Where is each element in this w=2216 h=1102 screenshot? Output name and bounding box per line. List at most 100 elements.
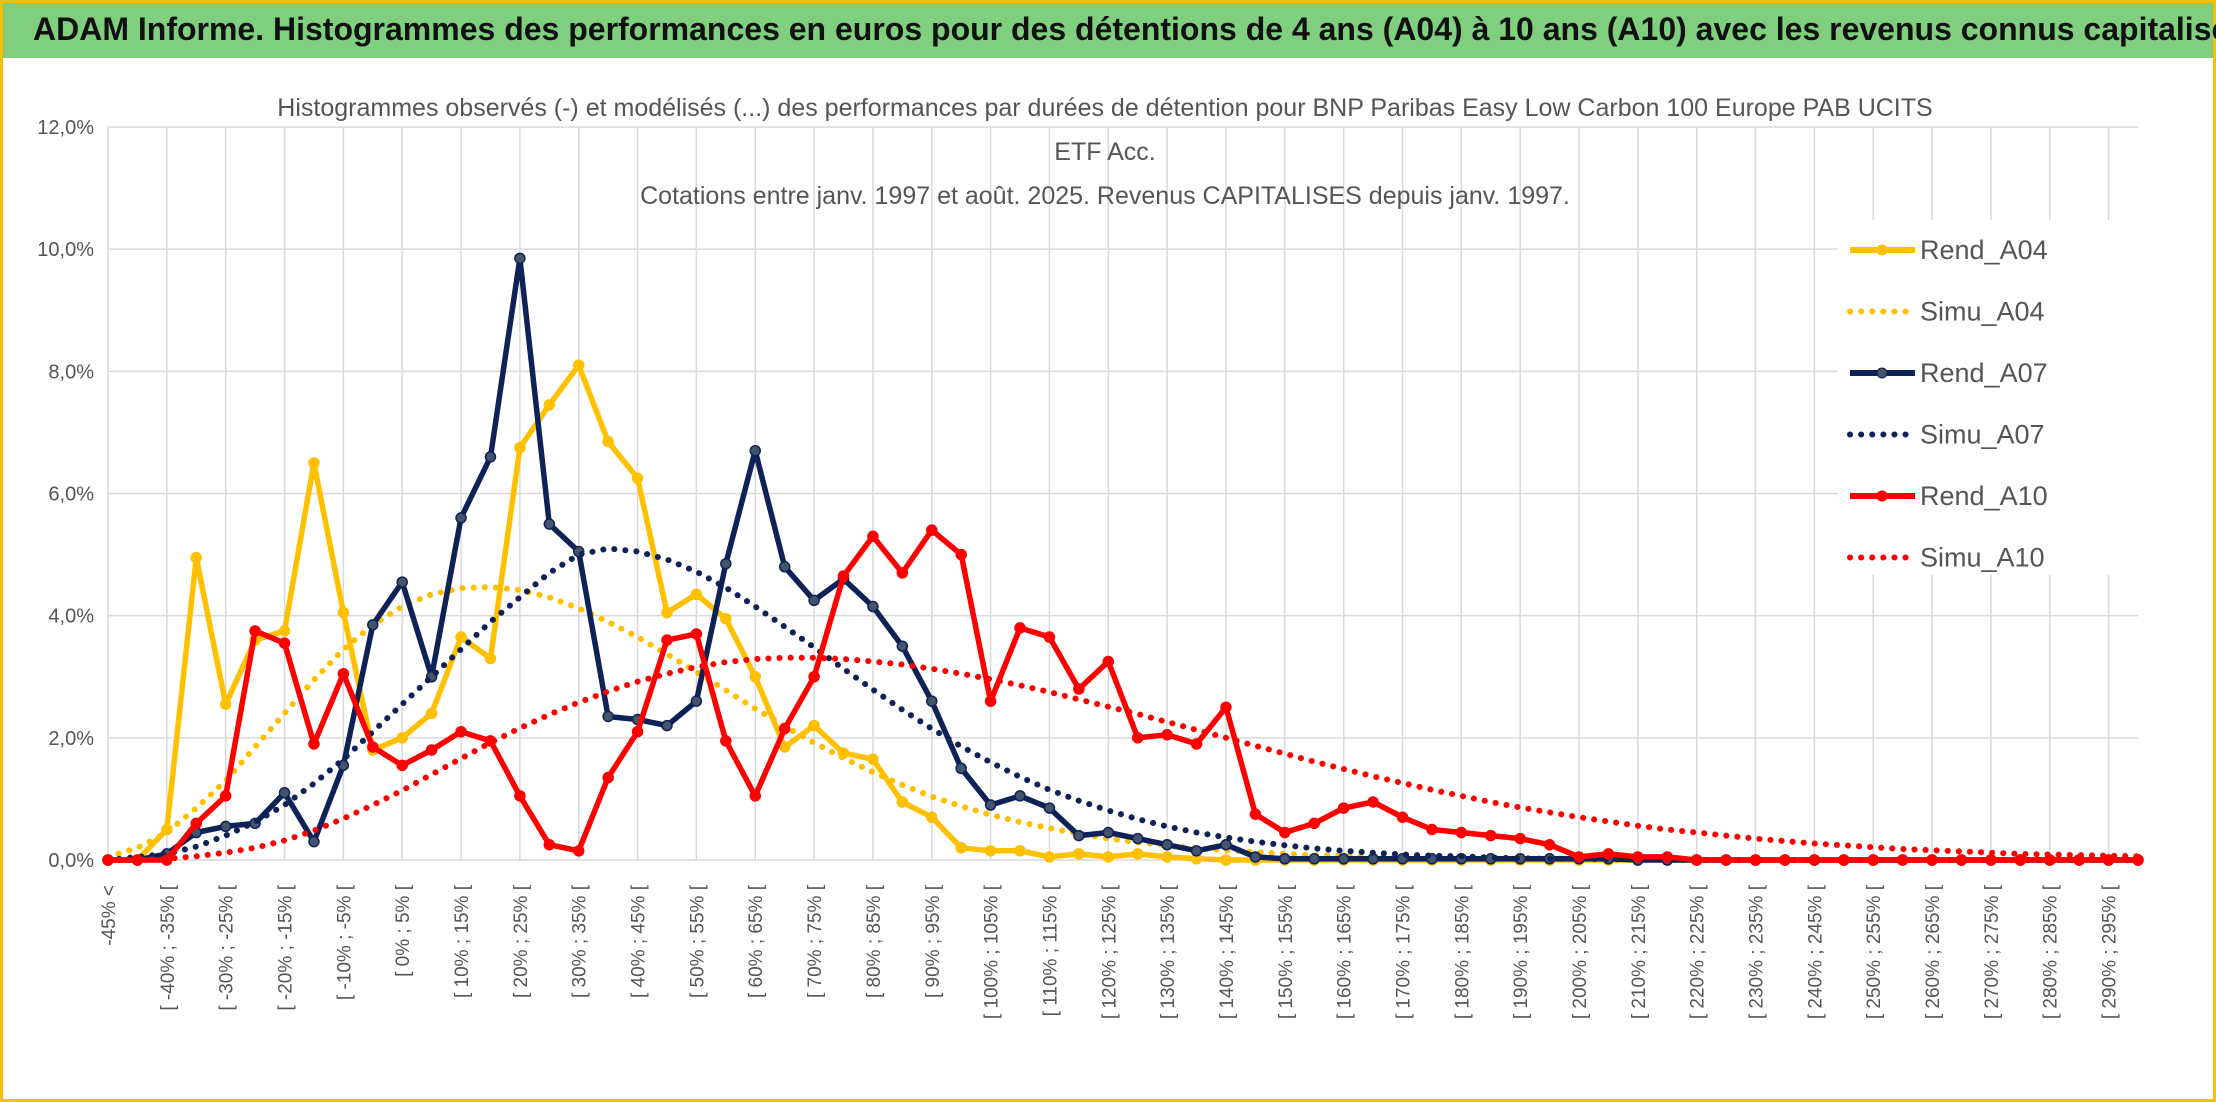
x-tick-label: [ 50% ; 55% [ (687, 884, 708, 998)
data-point (1808, 854, 1821, 866)
data-point (720, 612, 732, 625)
data-point (661, 719, 673, 732)
data-point (1102, 655, 1115, 668)
data-point (514, 252, 526, 265)
data-point (1308, 853, 1320, 865)
data-point (1485, 829, 1497, 842)
data-point (1073, 848, 1085, 860)
y-tick-label: 10,0% (37, 239, 94, 261)
data-point (749, 671, 761, 683)
series-line (105, 545, 2141, 863)
x-tick-label: [ 20% ; 25% [ (511, 884, 532, 998)
data-point (984, 799, 997, 811)
legend-item: Rend_A10 (1850, 481, 2048, 511)
data-point (1043, 851, 1056, 863)
data-point (514, 790, 526, 802)
data-point (749, 444, 761, 457)
data-point (631, 472, 644, 484)
data-point (2014, 854, 2027, 866)
data-point (867, 753, 879, 765)
report-banner: ADAM Informe. Histogrammes des performan… (3, 3, 2216, 58)
data-point (955, 842, 967, 854)
x-tick-label: [ -30% ; -25% [ (217, 884, 238, 1010)
x-tick-label: [ 260% ; 265% [ (1923, 884, 1944, 1019)
data-point (1367, 796, 1379, 808)
data-point (1308, 817, 1320, 830)
data-point (631, 725, 644, 738)
data-point (367, 741, 379, 753)
series-rend-a07 (102, 252, 2144, 866)
series-line (105, 654, 2141, 863)
x-tick-label: [ 80% ; 85% [ (864, 884, 885, 998)
data-point (219, 698, 232, 710)
chart-title-line-2: ETF Acc. (1054, 138, 1155, 166)
data-point (1396, 811, 1409, 823)
series-line (105, 584, 2141, 863)
legend-item: Rend_A04 (1850, 235, 2048, 265)
x-tick-label: [ 10% ; 15% [ (452, 884, 473, 998)
data-point (1249, 808, 1262, 820)
data-point (926, 524, 938, 536)
legend-marker (1876, 367, 1888, 379)
chart-title-line-3: Cotations entre janv. 1997 et août. 2025… (640, 182, 1570, 210)
x-tick-label: [ 220% ; 225% [ (1688, 884, 1709, 1019)
data-point (425, 744, 438, 756)
x-tick-label: [ 290% ; 295% [ (2100, 884, 2121, 1019)
legend-label: Simu_A10 (1920, 543, 2045, 573)
data-point (455, 725, 467, 738)
x-tick-label: [ 160% ; 165% [ (1335, 884, 1356, 1019)
data-point (602, 435, 614, 448)
data-point (1867, 854, 1879, 866)
x-tick-label: [ 190% ; 195% [ (1511, 884, 1532, 1019)
data-point (1102, 851, 1115, 863)
x-tick-label: -45% < (99, 885, 120, 946)
data-point (1043, 802, 1056, 814)
x-tick-label: [ 240% ; 245% [ (1805, 884, 1826, 1019)
x-tick-label: [ 170% ; 175% [ (1393, 884, 1414, 1019)
y-tick-label: 0,0% (48, 850, 94, 872)
x-tick-label: [ -20% ; -15% [ (276, 884, 297, 1010)
x-tick-label: [ 0% ; 5% [ (393, 884, 414, 977)
data-point (955, 548, 967, 561)
data-point (308, 835, 320, 848)
legend-background (1838, 220, 2138, 575)
x-tick-label: [ 100% ; 105% [ (982, 884, 1003, 1019)
y-tick-label: 12,0% (37, 117, 94, 139)
data-point (2102, 854, 2115, 866)
data-point (1573, 851, 1585, 863)
data-point (778, 722, 791, 735)
data-point (1661, 851, 1674, 863)
y-tick-label: 8,0% (48, 361, 94, 383)
data-point (1161, 838, 1173, 851)
data-point (661, 634, 673, 646)
data-point (396, 576, 408, 588)
x-tick-label: [ 180% ; 185% [ (1452, 884, 1473, 1019)
data-point (1985, 854, 1997, 866)
y-tick-label: 4,0% (48, 606, 94, 628)
x-tick-label: [ 70% ; 75% [ (805, 884, 826, 998)
data-point (543, 399, 556, 411)
data-point (1279, 826, 1291, 839)
data-point (1073, 829, 1085, 842)
x-tick-label: [ 90% ; 95% [ (923, 884, 944, 998)
data-point (1161, 729, 1173, 741)
data-point (1014, 622, 1026, 634)
x-tick-label: [ 30% ; 35% [ (570, 884, 591, 998)
x-tick-label: [ 140% ; 145% [ (1217, 884, 1238, 1019)
data-point (572, 845, 585, 857)
series-simu-a07 (105, 545, 2141, 863)
data-point (1749, 854, 1762, 866)
data-point (219, 820, 232, 833)
legend-label: Rend_A04 (1920, 235, 2048, 265)
data-point (572, 359, 585, 371)
data-point (543, 838, 556, 851)
data-point (1014, 790, 1026, 802)
data-point (484, 451, 497, 463)
data-point (808, 594, 820, 607)
data-point (926, 695, 938, 707)
data-point (1220, 854, 1232, 866)
data-point (484, 652, 497, 665)
x-tick-label: [ 110% ; 115% [ (1040, 884, 1061, 1016)
x-tick-label: [ 210% ; 215% [ (1629, 884, 1650, 1019)
data-point (896, 640, 909, 652)
